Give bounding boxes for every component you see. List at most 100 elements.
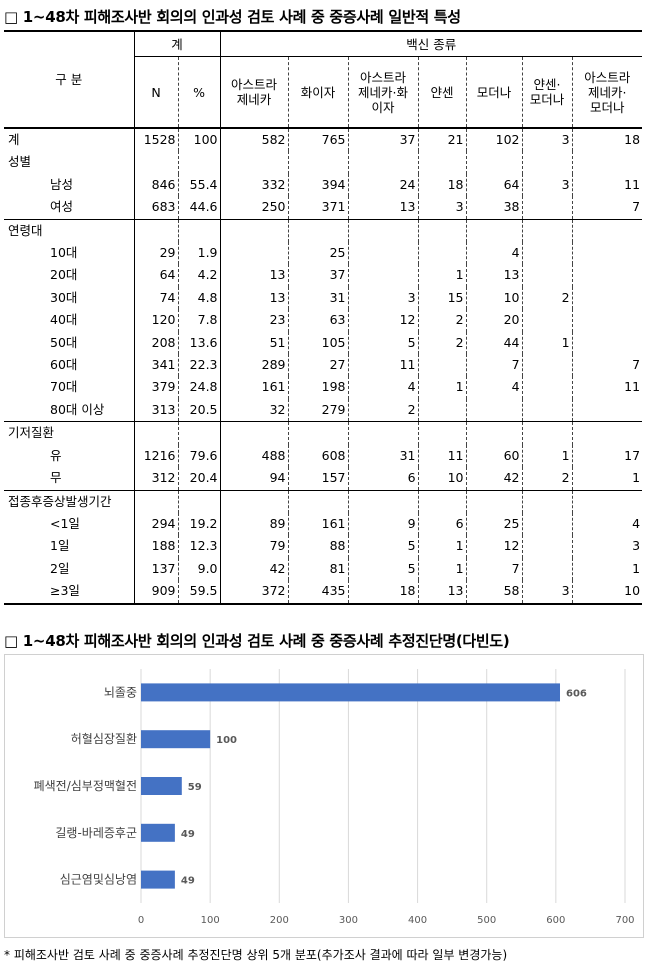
table-cell: 60: [466, 444, 523, 468]
table-cell: [572, 218, 643, 243]
table-cell: 7: [632, 357, 641, 373]
table-cell: [522, 557, 573, 581]
data-label: 49: [181, 829, 195, 840]
table-cell: 58: [466, 580, 523, 604]
table-cell: 4.2: [178, 264, 221, 287]
table-cell: 13: [220, 264, 289, 287]
table-cell: [178, 151, 221, 174]
table-row: 70대 379 24.8 161 198 4 1 4 11: [4, 376, 642, 399]
header-total-group: 계: [134, 31, 221, 57]
header-vaccine-6: 아스트라 제네카· 모더나: [572, 56, 643, 128]
table-cell: [572, 489, 643, 513]
table-cell: [348, 242, 419, 265]
table-cell: 371: [288, 196, 349, 220]
table-cell: [522, 196, 573, 220]
table-cell: 765: [288, 128, 349, 152]
row-label: 접종후증상발생기간: [4, 489, 135, 513]
table-cell: [522, 535, 573, 558]
table-cell: 63: [288, 309, 349, 332]
table-cell: 29: [134, 242, 179, 265]
table-cell: [418, 218, 467, 243]
row-label: 기저질환: [4, 421, 135, 445]
category-label: 뇌졸중: [104, 685, 137, 699]
x-tick-label: 400: [408, 915, 427, 926]
table-cell: 1: [522, 444, 573, 468]
table-cell: 188: [134, 535, 179, 558]
table-cell: 3: [522, 128, 573, 152]
x-tick-label: 300: [339, 915, 358, 926]
table-cell: 7: [466, 354, 523, 377]
table-cell: 1: [418, 376, 467, 399]
table-cell: 2: [418, 331, 467, 355]
chart-frame: 0 100 200 300 400 500 600 700 뇌졸중 606 허혈심장질환 100 폐색전…: [4, 654, 644, 938]
bar: [141, 777, 182, 795]
table-row: 계 1528 100 582 765 37 21 102 3 18: [4, 128, 642, 152]
table-cell: 3: [522, 580, 573, 604]
table-cell: 208: [134, 331, 179, 355]
table-row: 접종후증상발생기간: [4, 489, 643, 513]
table-cell: [220, 242, 289, 265]
header-vaccine-group: 백신 종류: [220, 31, 643, 57]
table-cell: 1: [632, 560, 641, 576]
table-cell: 21: [418, 128, 467, 152]
table-row: 남성 846 55.4 332 394 24 18 64 3 11: [4, 173, 642, 197]
table-cell: 25: [288, 242, 349, 265]
table-cell: 17: [624, 447, 641, 463]
table-cell: 11: [624, 379, 641, 395]
table-cell: 102: [466, 128, 523, 152]
table-cell: 582: [220, 128, 289, 152]
table-row: 80대 이상 313 20.5 32 279 2: [4, 398, 642, 422]
table-cell: [522, 218, 573, 243]
table-row: ≥3일 909 59.5 372 435 18 13 58 3 10: [4, 580, 642, 604]
table-cell: [466, 218, 523, 243]
table-cell: 15: [418, 286, 467, 310]
row-label: 여성: [4, 196, 135, 220]
table-cell: 372: [220, 580, 289, 604]
table-cell: 23: [220, 309, 289, 332]
table-cell: 1: [418, 557, 467, 581]
table-cell: 250: [220, 196, 289, 220]
table-cell: 1.9: [178, 242, 221, 265]
bar: [141, 683, 561, 702]
table-cell: 5: [348, 535, 419, 558]
table-cell: 2: [522, 467, 573, 490]
table-cell: [134, 421, 179, 445]
table-cell: 22.3: [178, 354, 221, 377]
table-cell: [466, 421, 523, 445]
table-row: 60대 341 22.3 289 27 11 7 7: [4, 354, 642, 377]
table-cell: 55.4: [178, 173, 221, 197]
header-pct: %: [178, 56, 221, 128]
table-cell: [572, 332, 642, 354]
table-cell: 3: [632, 538, 641, 554]
table-cell: 10: [418, 467, 467, 490]
table-cell: 18: [418, 173, 467, 197]
x-tick-label: 0: [138, 915, 144, 926]
table-cell: 11: [348, 354, 419, 377]
table-cell: [288, 218, 349, 243]
table-cell: 7: [632, 199, 641, 215]
table-cell: 6: [348, 467, 419, 490]
category-label: 심근염및심낭염: [60, 873, 137, 887]
table-cell: 846: [134, 173, 179, 197]
bar: [141, 730, 211, 749]
table-row: 2일 137 9.0 42 81 5 1 7 1: [4, 557, 642, 581]
table-title: □ 1~48차 피해조사반 회의의 인과성 검토 사례 중 중증사례 일반적 특…: [4, 8, 461, 26]
table-cell: [522, 512, 573, 536]
table-cell: 3: [348, 286, 419, 310]
table-cell: 31: [348, 444, 419, 468]
table-cell: 289: [220, 354, 289, 377]
table-cell: 79: [220, 535, 289, 558]
x-tick-label: 500: [477, 915, 496, 926]
footnote: * 피해조사반 검토 사례 중 중증사례 추정진단명 상위 5개 분포(추가조사…: [4, 948, 508, 962]
table-cell: [220, 218, 289, 243]
table-cell: 1: [632, 470, 641, 486]
table-cell: 79.6: [178, 444, 221, 468]
table-cell: 10: [624, 583, 641, 599]
table-row: 1일 188 12.3 79 88 5 1 12 3: [4, 535, 642, 558]
row-label: 남성: [4, 173, 135, 197]
table-cell: 198: [288, 376, 349, 399]
table-cell: 5: [348, 331, 419, 355]
row-label: 60대: [4, 354, 135, 377]
table-cell: [348, 218, 419, 243]
table-cell: [348, 489, 419, 513]
